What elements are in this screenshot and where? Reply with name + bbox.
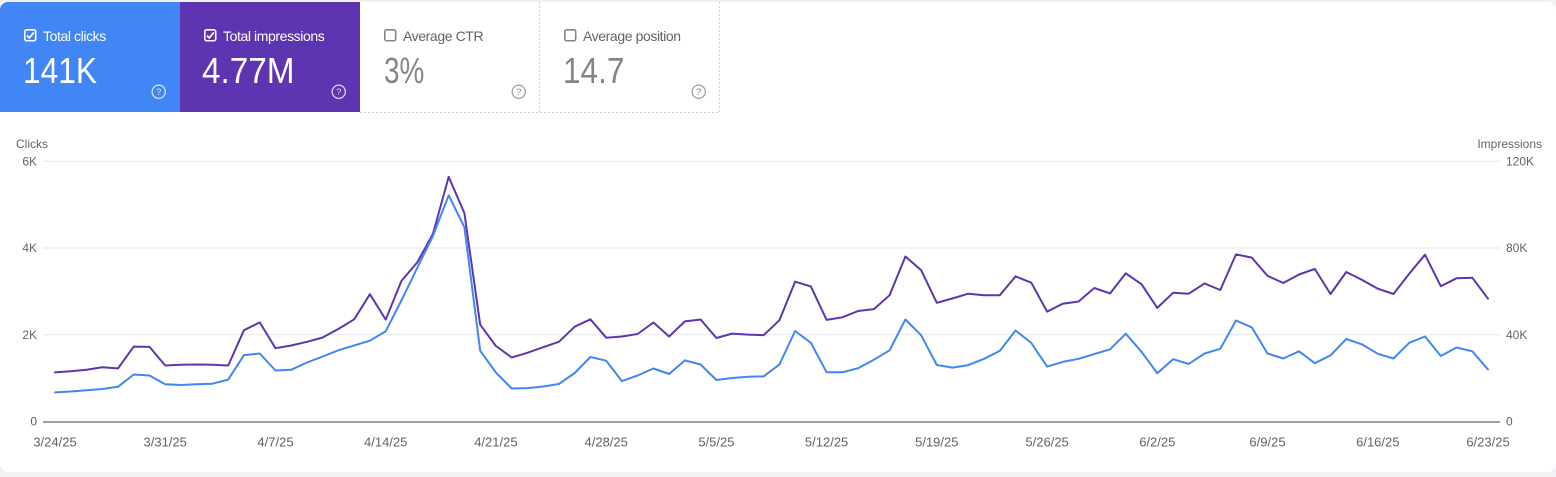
- svg-text:6/16/25: 6/16/25: [1356, 435, 1399, 450]
- svg-text:3/24/25: 3/24/25: [33, 435, 76, 450]
- svg-text:4/14/25: 4/14/25: [364, 435, 407, 450]
- svg-text:6/2/25: 6/2/25: [1139, 435, 1175, 450]
- svg-text:2K: 2K: [22, 328, 37, 342]
- svg-text:4K: 4K: [22, 241, 37, 255]
- svg-text:6/9/25: 6/9/25: [1249, 435, 1285, 450]
- svg-text:Impressions: Impressions: [1477, 137, 1542, 151]
- svg-text:?: ?: [156, 87, 161, 97]
- svg-text:6/23/25: 6/23/25: [1466, 435, 1509, 450]
- svg-text:0: 0: [1506, 415, 1513, 429]
- svg-text:4/28/25: 4/28/25: [585, 435, 628, 450]
- svg-text:5/5/25: 5/5/25: [698, 435, 734, 450]
- svg-text:120K: 120K: [1506, 155, 1534, 169]
- svg-text:80K: 80K: [1506, 241, 1527, 255]
- svg-text:3/31/25: 3/31/25: [144, 435, 187, 450]
- svg-text:4/21/25: 4/21/25: [474, 435, 517, 450]
- svg-text:40K: 40K: [1506, 328, 1527, 342]
- svg-text:?: ?: [336, 87, 341, 97]
- svg-text:Clicks: Clicks: [16, 137, 48, 151]
- svg-text:0: 0: [30, 415, 37, 429]
- svg-text:6K: 6K: [22, 155, 37, 169]
- svg-text:5/26/25: 5/26/25: [1025, 435, 1068, 450]
- svg-text:4/7/25: 4/7/25: [257, 435, 293, 450]
- svg-text:5/12/25: 5/12/25: [805, 435, 848, 450]
- svg-text:?: ?: [516, 87, 521, 97]
- svg-text:?: ?: [696, 87, 701, 97]
- svg-text:5/19/25: 5/19/25: [915, 435, 958, 450]
